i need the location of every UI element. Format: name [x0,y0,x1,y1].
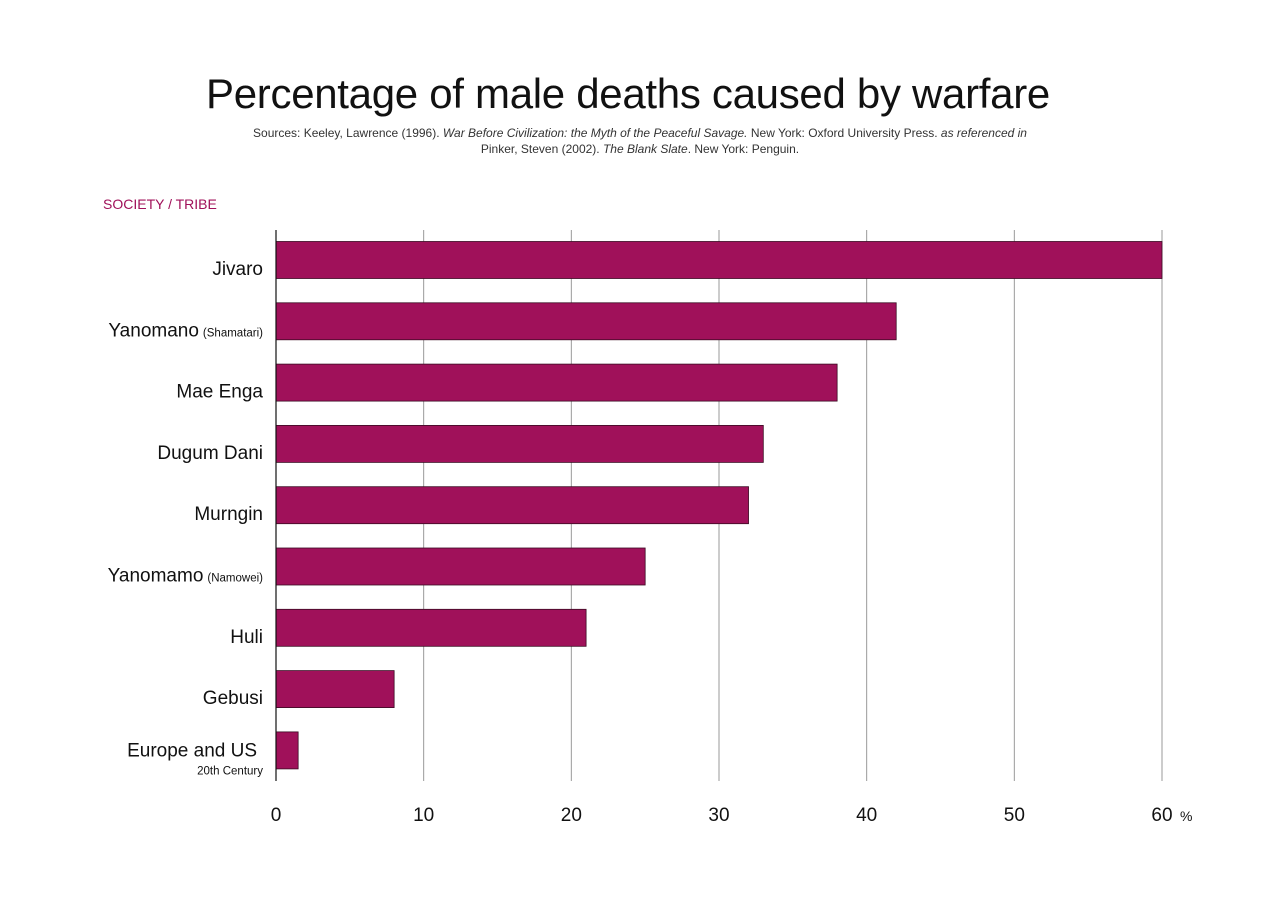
bar-7 [275,670,395,708]
x-tick-30: 30 [708,805,729,826]
x-tick-50: 50 [1004,805,1025,826]
chart-source-note: Sources: Keeley, Lawrence (1996). War Be… [220,125,1060,157]
category-label-2: Mae Enga [176,382,263,403]
bar-6 [275,608,587,647]
category-label-5: Yanomamo (Namowei) [108,566,264,587]
bar-5 [275,547,646,586]
bars [275,241,1163,770]
x-tick-60: 60 [1151,805,1172,826]
bar-4 [275,486,749,525]
x-tick-0: 0 [271,805,282,826]
x-tick-labels: 0 10 20 30 40 50 60 [271,805,1173,826]
category-label-6: Huli [230,627,263,648]
category-labels: Jivaro Yanomano (Shamatari) Mae Enga Dugum D… [108,259,264,777]
source-publisher-2: . New York: Penguin. [687,142,800,156]
y-axis-title: SOCIETY / TRIBE [103,196,217,212]
source-book-2: The Blank Slate [602,142,688,156]
category-label-7: Gebusi [203,688,263,709]
bar-1 [275,302,897,341]
x-tick-40: 40 [856,805,877,826]
x-axis-unit: % [1180,808,1192,824]
source-author-2: Pinker, Steven (2002). [480,142,603,156]
source-reference: as referenced in [940,126,1027,140]
bar-8 [275,731,299,770]
x-tick-10: 10 [413,805,434,826]
category-label-0: Jivaro [212,259,263,280]
bar-0 [275,241,1163,279]
category-label-8: Europe and US 20th Century [127,740,263,777]
source-book-1: War Before Civilization: the Myth of the… [442,126,748,140]
category-label-4: Murngin [194,504,263,525]
category-label-3: Dugum Dani [157,443,263,464]
chart-title: Percentage of male deaths caused by warf… [206,70,1050,117]
category-label-1: Yanomano (Shamatari) [108,320,263,341]
source-publisher-1: New York: Oxford University Press. [747,126,941,140]
x-tick-20: 20 [561,805,582,826]
bar-2 [275,363,838,402]
source-prefix: Sources: Keeley, Lawrence (1996). [253,126,443,140]
bar-3 [275,424,764,463]
